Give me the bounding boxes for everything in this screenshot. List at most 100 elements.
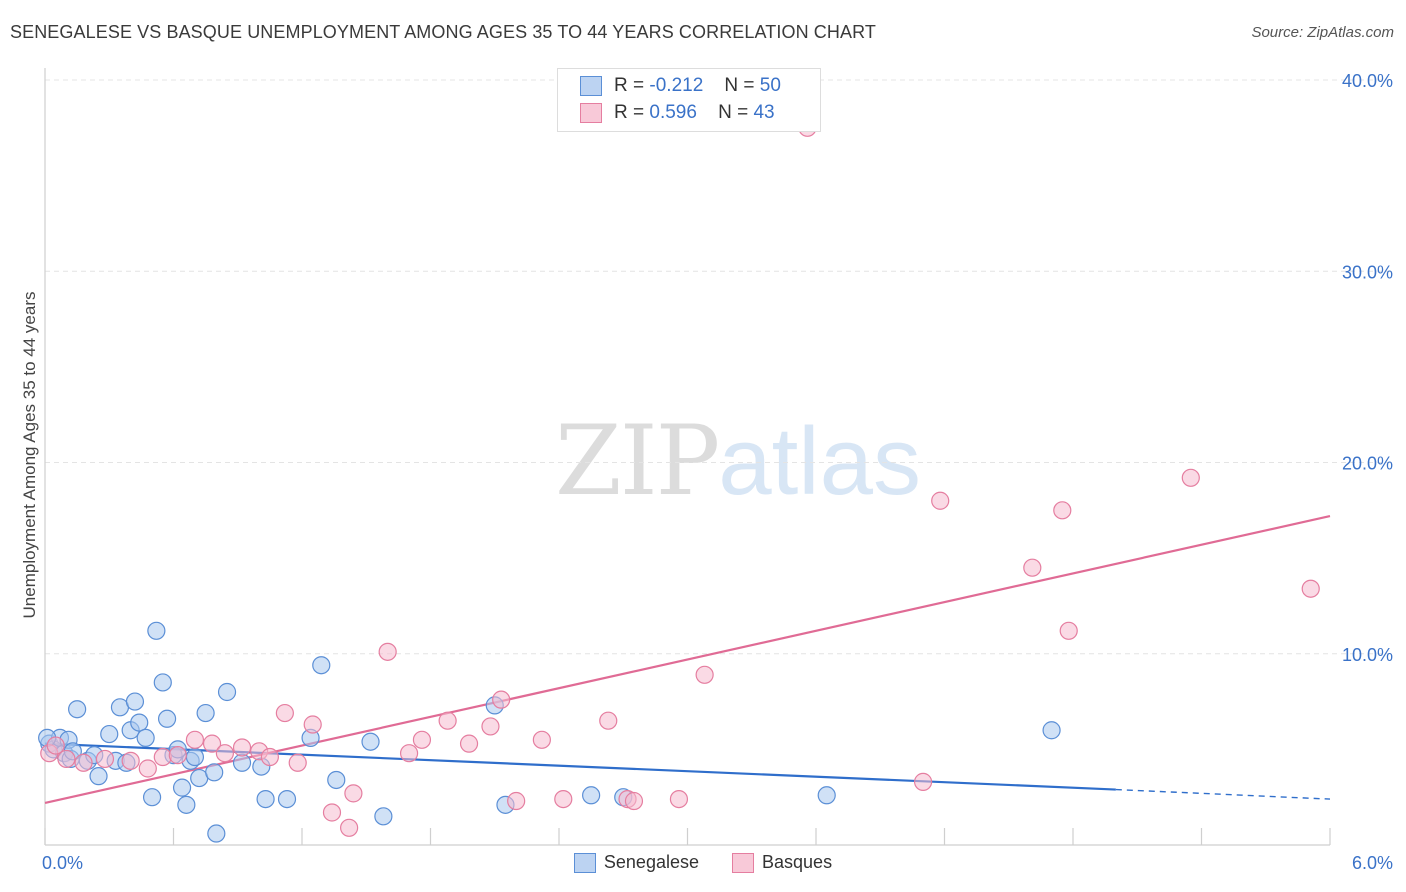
n-value-1: 50 bbox=[759, 75, 781, 96]
basques-legend-label: Basques bbox=[762, 852, 833, 872]
basques-point bbox=[438, 711, 457, 730]
basques-point bbox=[322, 803, 342, 822]
senegalese-point bbox=[374, 807, 393, 826]
senegalese-point bbox=[142, 788, 162, 807]
basques-point bbox=[931, 491, 950, 510]
y-tick-label: 10.0% bbox=[1342, 645, 1393, 665]
x-tick-label-min: 0.0% bbox=[42, 853, 83, 873]
watermark-atlas: atlas bbox=[718, 408, 921, 515]
basques-point bbox=[95, 749, 115, 769]
senegalese-point bbox=[256, 789, 275, 809]
basques-point bbox=[202, 734, 222, 753]
n-label-2: N = bbox=[718, 102, 749, 123]
x-tick-label-max: 6.0% bbox=[1352, 853, 1393, 873]
r-value-2: 0.596 bbox=[649, 102, 697, 123]
basques-swatch bbox=[580, 102, 602, 123]
basques-point bbox=[1181, 468, 1200, 487]
senegalese-point bbox=[89, 767, 108, 786]
basques-point bbox=[695, 665, 714, 684]
senegalese-legend-swatch bbox=[573, 853, 596, 874]
y-tick-label: 40.0% bbox=[1342, 71, 1393, 91]
senegalese-point bbox=[130, 713, 149, 732]
y-tick-label: 30.0% bbox=[1342, 262, 1393, 282]
senegalese-point bbox=[157, 709, 177, 728]
grid-lines bbox=[45, 79, 1390, 655]
basques-point bbox=[1053, 501, 1072, 520]
senegalese-point bbox=[217, 682, 237, 702]
basques-point bbox=[913, 772, 933, 791]
basques-point bbox=[232, 738, 252, 757]
basques-point bbox=[669, 789, 689, 809]
legend-row-basques: R = 0.596 N = 43 bbox=[580, 102, 775, 126]
basques-point bbox=[153, 747, 172, 767]
basques-point bbox=[459, 734, 479, 753]
chart-title: SENEGALESE VS BASQUE UNEMPLOYMENT AMONG … bbox=[10, 22, 876, 42]
basques-point bbox=[507, 791, 526, 811]
senegalese-point bbox=[196, 703, 215, 723]
basques-point bbox=[378, 642, 397, 661]
basques-point bbox=[412, 730, 432, 749]
axes bbox=[44, 68, 1331, 846]
senegalese-point bbox=[582, 786, 601, 805]
watermark: ZIPatlas bbox=[555, 405, 921, 517]
source-label: Source: ZipAtlas.com bbox=[1251, 24, 1394, 41]
senegalese-point bbox=[153, 673, 172, 692]
senegalese-point bbox=[147, 621, 166, 640]
senegalese-point bbox=[232, 753, 252, 772]
basques-point bbox=[1059, 621, 1078, 640]
senegalese-legend-label: Senegalese bbox=[603, 852, 699, 872]
senegalese-point bbox=[177, 795, 196, 814]
senegalese-point bbox=[125, 692, 145, 711]
senegalese-point bbox=[312, 656, 331, 675]
basques-point bbox=[275, 703, 294, 723]
basques-point bbox=[260, 747, 279, 767]
r-value-1: -0.212 bbox=[649, 75, 704, 96]
legend-item-basques: Basques bbox=[732, 852, 833, 874]
senegalese-point bbox=[68, 700, 87, 719]
senegalese-point bbox=[100, 724, 119, 744]
basques-point bbox=[168, 746, 187, 765]
basques-point bbox=[340, 818, 359, 837]
senegalese-point bbox=[1042, 721, 1061, 740]
legend-row-senegalese: R = -0.212 N = 50 bbox=[580, 75, 781, 99]
basques-point bbox=[1301, 579, 1320, 598]
basques-point bbox=[288, 753, 307, 772]
series-legend: Senegalese Basques bbox=[0, 852, 1406, 874]
basques-point bbox=[121, 751, 140, 770]
basques-point bbox=[215, 744, 234, 763]
n-label-1: N = bbox=[724, 75, 755, 96]
basques-legend-swatch bbox=[732, 853, 755, 874]
basques-point bbox=[492, 690, 511, 709]
basques-point bbox=[624, 791, 644, 811]
senegalese-point bbox=[136, 728, 155, 748]
y-tick-label: 20.0% bbox=[1342, 454, 1393, 474]
basques-point bbox=[185, 730, 205, 749]
senegalese-point bbox=[361, 732, 380, 751]
r-label-1: R = bbox=[614, 75, 645, 96]
senegalese-point bbox=[172, 778, 192, 797]
senegalese-point bbox=[205, 763, 224, 782]
senegalese-swatch bbox=[580, 75, 602, 96]
legend-item-senegalese: Senegalese bbox=[573, 852, 699, 874]
basques-point bbox=[399, 744, 419, 763]
senegalese-point bbox=[817, 786, 836, 805]
basques-point bbox=[303, 715, 322, 734]
r-label-2: R = bbox=[614, 102, 645, 123]
basques-point bbox=[74, 753, 93, 772]
watermark-zip: ZIP bbox=[555, 405, 720, 517]
senegalese-point bbox=[207, 824, 226, 843]
n-value-2: 43 bbox=[753, 102, 775, 123]
basques-point bbox=[344, 784, 363, 803]
data-points bbox=[38, 118, 1320, 843]
basques-point bbox=[532, 730, 551, 749]
basques-point bbox=[1023, 558, 1042, 577]
stats-legend: R = -0.212 N = 50 R = 0.596 N = 43 bbox=[557, 68, 821, 132]
senegalese-point bbox=[327, 770, 346, 790]
basques-point bbox=[46, 736, 65, 755]
senegalese-trend-extension bbox=[1115, 788, 1331, 800]
basques-point bbox=[138, 759, 157, 778]
senegalese-point bbox=[277, 789, 297, 809]
senegalese-point bbox=[185, 747, 205, 767]
basques-point bbox=[599, 711, 618, 730]
